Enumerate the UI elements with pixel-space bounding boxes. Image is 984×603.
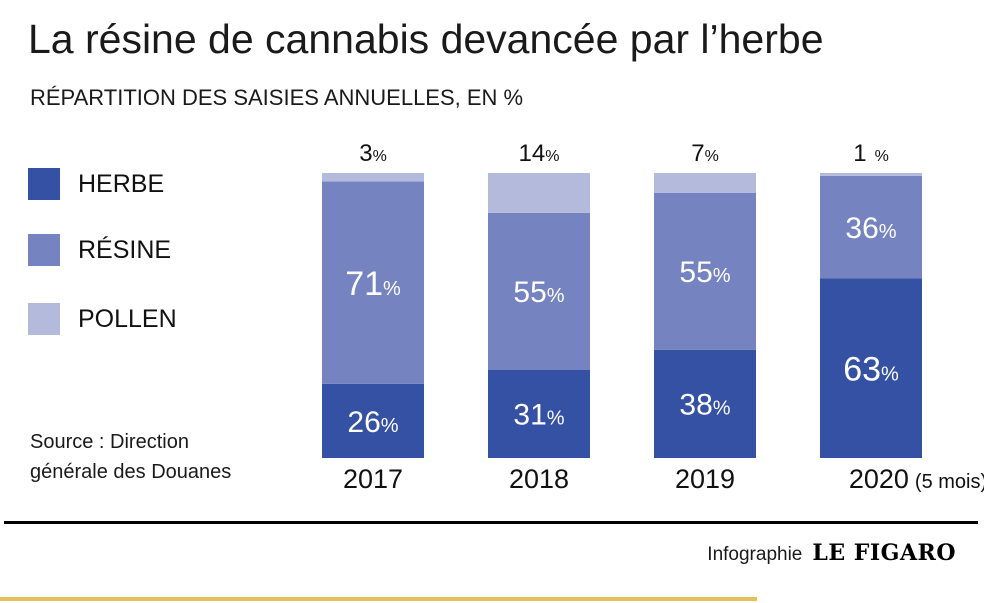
- legend-swatch-pollen: [28, 303, 60, 335]
- source-line-2: générale des Douanes: [30, 461, 232, 483]
- legend-label-pollen: POLLEN: [78, 304, 177, 333]
- legend-item-resine: RÉSINE: [28, 233, 171, 267]
- stacked-bar-chart: 26% 71% 3% 2017 31% 55% 14% 2018 38% 55% 7% 2019 63%…: [322, 140, 984, 494]
- data-label-pollen-2019: 7%: [691, 140, 719, 167]
- credit-label: Infographie: [707, 544, 803, 565]
- data-label-pollen-2018: 14%: [519, 140, 560, 167]
- legend-swatch-herbe: [28, 168, 60, 200]
- bar-herbe-2018: [488, 369, 590, 458]
- bar-pollen-2017: [322, 173, 424, 182]
- credit: Infographie LE FIGARO: [707, 540, 956, 566]
- bar-herbe-2019: [654, 349, 756, 458]
- bar-pollen-2019: [654, 173, 756, 193]
- data-label-herbe-2017: 26%: [347, 406, 398, 439]
- bar-pollen-2018: [488, 173, 590, 213]
- gold-rule: [0, 597, 757, 601]
- bar-resine-2017: [322, 181, 424, 384]
- legend-label-resine: RÉSINE: [78, 235, 172, 264]
- source-note: Source : Direction générale des Douanes: [30, 427, 231, 487]
- legend-item-pollen: POLLEN: [28, 302, 177, 336]
- bar-herbe-2020: [820, 278, 922, 458]
- bar-resine-2020: [820, 175, 922, 279]
- x-tick-label-2020: 2020 (5 mois): [849, 464, 984, 494]
- bar-resine-2019: [654, 192, 756, 350]
- footer-divider: [4, 521, 978, 524]
- chart-subtitle: RÉPARTITION DES SAISIES ANNUELLES, EN %: [30, 85, 524, 110]
- data-label-pollen-2017: 3%: [359, 140, 387, 167]
- data-label-resine-2019: 55%: [679, 256, 730, 289]
- legend-item-herbe: HERBE: [28, 167, 164, 201]
- data-label-herbe-2018: 31%: [513, 399, 564, 432]
- bar-resine-2018: [488, 212, 590, 370]
- data-label-resine-2020: 36%: [845, 212, 896, 245]
- data-label-herbe-2020: 63%: [843, 351, 899, 389]
- bar-herbe-2017: [322, 383, 424, 458]
- bar-pollen-2020: [820, 173, 922, 176]
- x-tick-label-2018: 2018: [509, 464, 569, 494]
- data-label-resine-2018: 55%: [513, 276, 564, 309]
- x-tick-label-2017: 2017: [343, 464, 403, 494]
- le-figaro-logo: LE FIGARO: [812, 540, 956, 566]
- chart-title: La résine de cannabis devancée par l’her…: [28, 16, 824, 62]
- data-label-resine-2017: 71%: [345, 265, 401, 303]
- x-tick-label-2019: 2019: [675, 464, 735, 494]
- legend-label-herbe: HERBE: [78, 169, 165, 198]
- data-label-herbe-2019: 38%: [679, 389, 730, 422]
- legend-swatch-resine: [28, 234, 60, 266]
- source-line-1: Source : Direction: [30, 431, 189, 453]
- data-label-pollen-2020: 1%: [853, 140, 889, 167]
